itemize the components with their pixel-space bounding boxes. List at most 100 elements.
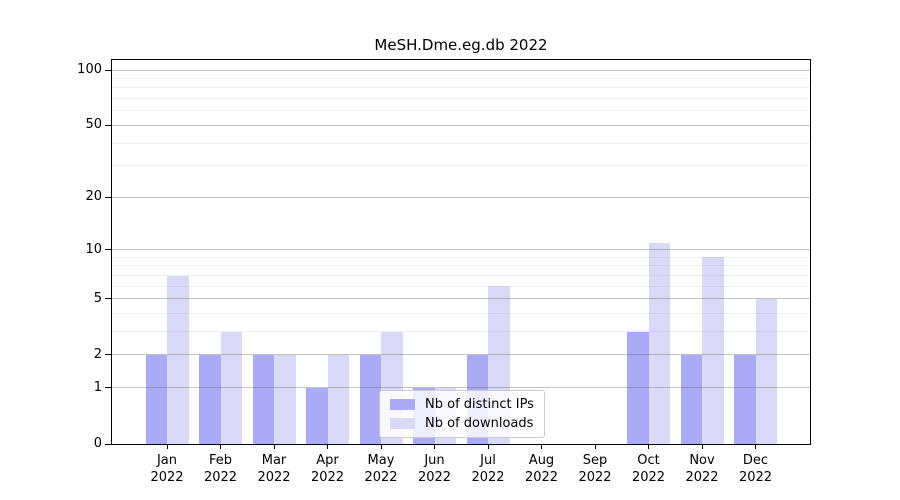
- x-axis-tick: [220, 444, 221, 449]
- x-tick-year: 2022: [471, 470, 505, 485]
- x-tick-month: Feb: [208, 453, 233, 468]
- y-axis-tick-label: 1: [93, 379, 102, 395]
- minor-gridline: [112, 110, 810, 112]
- x-axis-tick-label: Jun 2022: [400, 452, 470, 486]
- minor-gridline: [112, 275, 810, 276]
- y-axis-tick: [105, 124, 111, 126]
- x-axis-tick: [487, 444, 489, 449]
- x-tick-month: May: [367, 453, 395, 468]
- x-axis-tick: [380, 444, 382, 449]
- legend: Nb of distinct IPs Nb of downloads: [379, 390, 545, 438]
- x-tick-month: Apr: [316, 453, 339, 468]
- y-axis-tick: [105, 387, 111, 389]
- x-axis-tick: [166, 444, 168, 449]
- x-tick-month: Aug: [528, 453, 555, 468]
- major-gridline: [112, 69, 810, 71]
- x-axis-tick: [648, 444, 649, 449]
- x-axis-tick-label: Jan 2022: [132, 452, 202, 486]
- bar-distinct-ips: [252, 354, 274, 444]
- x-tick-year: 2022: [310, 470, 345, 485]
- legend-entry-downloads: Nb of downloads: [390, 416, 534, 431]
- x-tick-month: Jul: [480, 453, 496, 468]
- x-axis-tick: [327, 444, 328, 449]
- minor-gridline: [112, 142, 810, 144]
- minor-gridline: [112, 313, 810, 315]
- bar-distinct-ips: [680, 354, 702, 444]
- x-axis-tick: [273, 444, 275, 449]
- x-tick-year: 2022: [578, 470, 612, 485]
- x-tick-year: 2022: [417, 470, 452, 485]
- x-axis-tick-label: May 2022: [346, 452, 416, 486]
- legend-swatch: [390, 418, 415, 429]
- minor-gridline: [112, 77, 810, 79]
- y-axis-tick-label: 50: [85, 117, 102, 133]
- legend-entry-distinct-ips: Nb of distinct IPs: [390, 397, 534, 412]
- legend-label: Nb of downloads: [425, 416, 534, 431]
- x-tick-month: Nov: [689, 453, 715, 468]
- y-axis-tick: [105, 443, 111, 445]
- y-axis-tick: [105, 69, 111, 71]
- bar-downloads: [702, 257, 724, 444]
- bar-downloads: [327, 354, 349, 444]
- legend-swatch: [390, 399, 415, 410]
- x-tick-month: Jun: [424, 453, 445, 468]
- x-axis-tick: [541, 444, 542, 449]
- x-axis-tick-label: Oct 2022: [614, 452, 684, 486]
- major-gridline: [112, 354, 810, 356]
- bar-downloads: [274, 354, 296, 444]
- x-axis-tick-label: Aug 2022: [507, 452, 577, 486]
- y-axis-tick-label: 2: [93, 346, 102, 362]
- plot-area: Nb of distinct IPs Nb of downloads: [111, 59, 811, 445]
- y-axis-tick-label: 100: [77, 62, 102, 77]
- x-tick-year: 2022: [631, 470, 666, 485]
- x-axis-tick-label: Feb 2022: [186, 452, 256, 486]
- x-tick-year: 2022: [685, 470, 719, 485]
- x-axis-tick-label: Mar 2022: [239, 452, 309, 486]
- bar-downloads: [220, 331, 242, 444]
- x-axis-tick: [434, 444, 435, 449]
- y-axis-tick: [105, 354, 111, 356]
- x-tick-year: 2022: [738, 470, 773, 485]
- minor-gridline: [112, 285, 810, 287]
- x-tick-month: Jan: [156, 453, 178, 468]
- x-tick-month: Dec: [742, 453, 769, 468]
- x-axis-tick-label: Jul 2022: [453, 452, 523, 486]
- x-axis-tick: [594, 444, 596, 449]
- bar-distinct-ips: [359, 354, 381, 444]
- bar-distinct-ips: [145, 354, 167, 444]
- major-gridline: [112, 124, 810, 126]
- x-tick-year: 2022: [524, 470, 559, 485]
- legend-label: Nb of distinct IPs: [425, 397, 534, 412]
- bar-downloads: [755, 298, 777, 444]
- x-axis-tick: [755, 444, 756, 449]
- y-axis-tick: [105, 249, 111, 251]
- y-axis-tick-label: 10: [85, 241, 102, 257]
- y-axis-tick-label: 5: [93, 290, 102, 306]
- minor-gridline: [112, 256, 810, 258]
- x-axis-tick-label: Apr 2022: [293, 452, 363, 486]
- minor-gridline: [112, 98, 810, 100]
- x-tick-year: 2022: [364, 470, 398, 485]
- minor-gridline: [112, 165, 810, 167]
- x-axis-tick-label: Nov 2022: [667, 452, 737, 486]
- x-tick-month: Oct: [637, 453, 660, 468]
- major-gridline: [112, 196, 810, 198]
- x-tick-year: 2022: [150, 470, 184, 485]
- minor-gridline: [112, 265, 810, 267]
- y-axis-tick-label: 0: [93, 436, 102, 451]
- minor-gridline: [112, 331, 810, 333]
- x-axis-tick-label: Sep 2022: [560, 452, 630, 486]
- minor-gridline: [112, 87, 810, 89]
- bar-distinct-ips: [199, 354, 221, 444]
- y-axis-tick: [105, 196, 111, 198]
- x-tick-year: 2022: [257, 470, 291, 485]
- y-axis-tick: [105, 298, 111, 300]
- x-axis-tick-label: Dec 2022: [721, 452, 791, 486]
- y-axis-tick-label: 20: [85, 189, 102, 205]
- chart-title: MeSH.Dme.eg.db 2022: [374, 36, 548, 54]
- x-tick-month: Sep: [582, 453, 608, 468]
- x-tick-month: Mar: [261, 453, 287, 468]
- bar-distinct-ips: [306, 387, 328, 444]
- major-gridline: [112, 387, 810, 389]
